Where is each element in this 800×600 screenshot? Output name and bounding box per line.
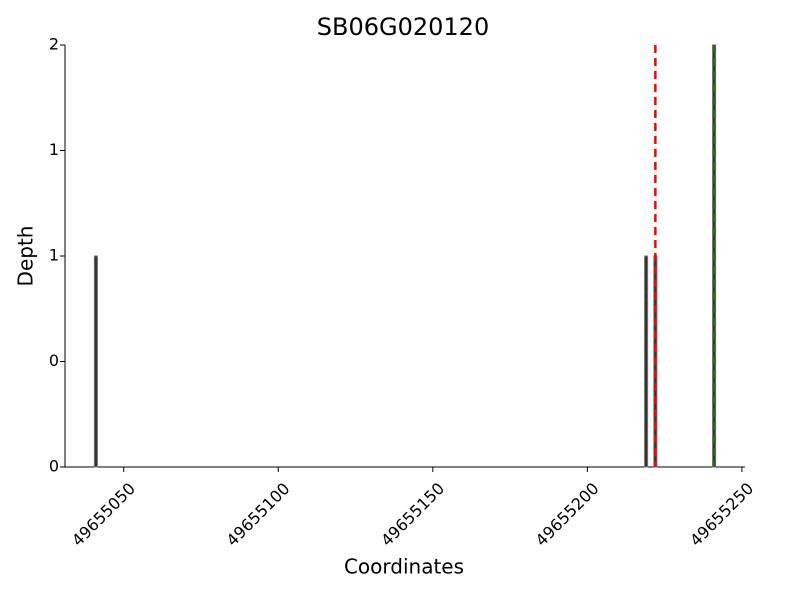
x-tick-label: 49655200 <box>532 479 603 550</box>
chart-title: SB06G020120 <box>317 13 489 41</box>
x-axis-label: Coordinates <box>344 555 464 579</box>
x-tick-label: 49655250 <box>686 479 757 550</box>
y-tick-label: 1 <box>49 140 59 159</box>
bar <box>93 255 98 468</box>
y-tick-label: 0 <box>49 351 59 370</box>
y-axis-label: Depth <box>14 226 38 287</box>
x-tick-label: 49655100 <box>223 479 294 550</box>
x-tick-label: 49655050 <box>68 479 139 550</box>
y-tick-label: 1 <box>49 246 59 265</box>
y-tick-label: 0 <box>49 457 59 476</box>
y-tick-label: 2 <box>49 35 59 54</box>
x-tick-label: 49655150 <box>377 479 448 550</box>
bar <box>644 255 649 468</box>
